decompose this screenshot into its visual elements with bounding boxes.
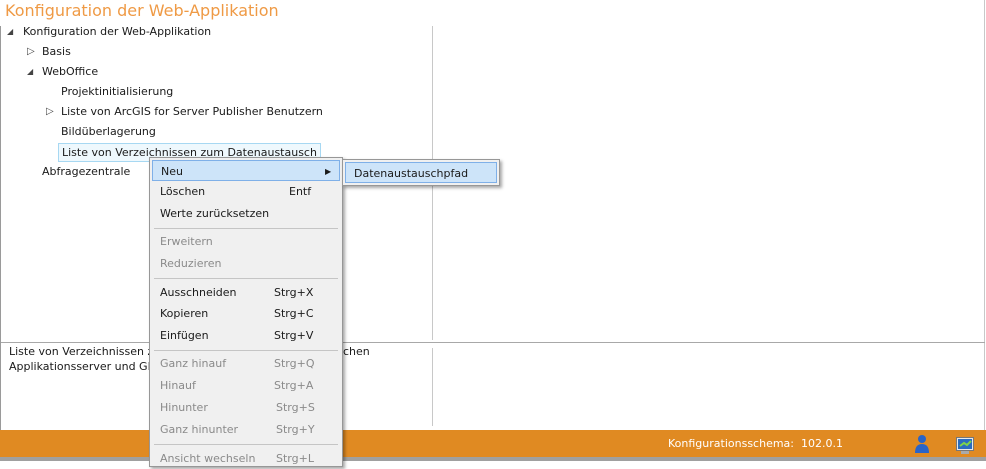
- context-menu: Neu ▶ Löschen Entf Werte zurücksetzen Erwe…: [149, 157, 343, 467]
- expanded-icon[interactable]: ◢: [7, 27, 14, 36]
- schema-label: Konfigurationsschema:: [668, 437, 794, 450]
- menu-separator: [154, 278, 338, 279]
- collapsed-icon[interactable]: ▷: [27, 46, 35, 57]
- menu-item-einfuegen[interactable]: Einfügen Strg+V: [160, 329, 314, 342]
- tree-item-basis[interactable]: Basis: [42, 45, 71, 58]
- menu-item-erweitern[interactable]: Erweitern: [160, 235, 213, 248]
- monitor-icon[interactable]: [956, 437, 974, 458]
- menu-separator: [154, 228, 338, 229]
- menu-separator: [154, 444, 338, 445]
- tree-item-projektinitialisierung[interactable]: Projektinitialisierung: [61, 85, 174, 98]
- description-line-1-end: chen: [343, 345, 370, 358]
- submenu-arrow-icon: ▶: [325, 167, 332, 176]
- expanded-icon[interactable]: ◢: [27, 67, 34, 76]
- menu-item-ansicht-wechseln[interactable]: Ansicht wechseln Strg+L: [160, 452, 314, 465]
- user-icon[interactable]: [915, 434, 929, 457]
- menu-item-ausschneiden[interactable]: Ausschneiden Strg+X: [160, 286, 314, 299]
- tree-item-weboffice[interactable]: WebOffice: [42, 65, 99, 78]
- menu-item-ganz-hinauf[interactable]: Ganz hinauf Strg+Q: [160, 357, 315, 370]
- menu-item-loeschen[interactable]: Löschen Entf: [160, 185, 312, 198]
- menu-item-neu[interactable]: Neu ▶: [152, 160, 340, 181]
- horizontal-splitter[interactable]: [1, 342, 985, 343]
- tree-item-root[interactable]: Konfiguration der Web-Applikation: [23, 25, 212, 38]
- tree-item-bildueberlagerung[interactable]: Bildüberlagerung: [61, 125, 156, 138]
- description-line-2: Applikationsserver und GIS-: [9, 360, 162, 373]
- menu-item-reduzieren[interactable]: Reduzieren: [160, 257, 222, 270]
- menu-item-hinunter[interactable]: Hinunter Strg+S: [160, 401, 315, 414]
- window-title: Konfiguration der Web-Applikation: [5, 1, 279, 20]
- collapsed-icon[interactable]: ▷: [46, 106, 54, 117]
- submenu-neu: Datenaustauschpfad: [342, 159, 500, 186]
- menu-separator: [154, 350, 338, 351]
- right-border: [984, 0, 985, 430]
- menu-item-ganz-hinunter[interactable]: Ganz hinunter Strg+Y: [160, 423, 315, 436]
- tree-item-abfragezentrale[interactable]: Abfragezentrale: [42, 165, 131, 178]
- menu-item-werte-zuruecksetzen[interactable]: Werte zurücksetzen: [160, 207, 270, 220]
- status-bar-edge: [0, 457, 986, 461]
- menu-item-kopieren[interactable]: Kopieren Strg+C: [160, 307, 314, 320]
- description-line-1: Liste von Verzeichnissen zum: [9, 345, 171, 358]
- submenu-item-datenaustauschpfad[interactable]: Datenaustauschpfad: [345, 162, 497, 183]
- config-schema: Konfigurationsschema: 102.0.1: [668, 437, 843, 450]
- tree-item-arcgis-publisher[interactable]: Liste von ArcGIS for Server Publisher Be…: [61, 105, 323, 118]
- schema-version: 102.0.1: [801, 437, 843, 450]
- menu-item-hinauf[interactable]: Hinauf Strg+A: [160, 379, 314, 392]
- panel-divider-bottom: [432, 348, 433, 426]
- left-border: [0, 26, 1, 430]
